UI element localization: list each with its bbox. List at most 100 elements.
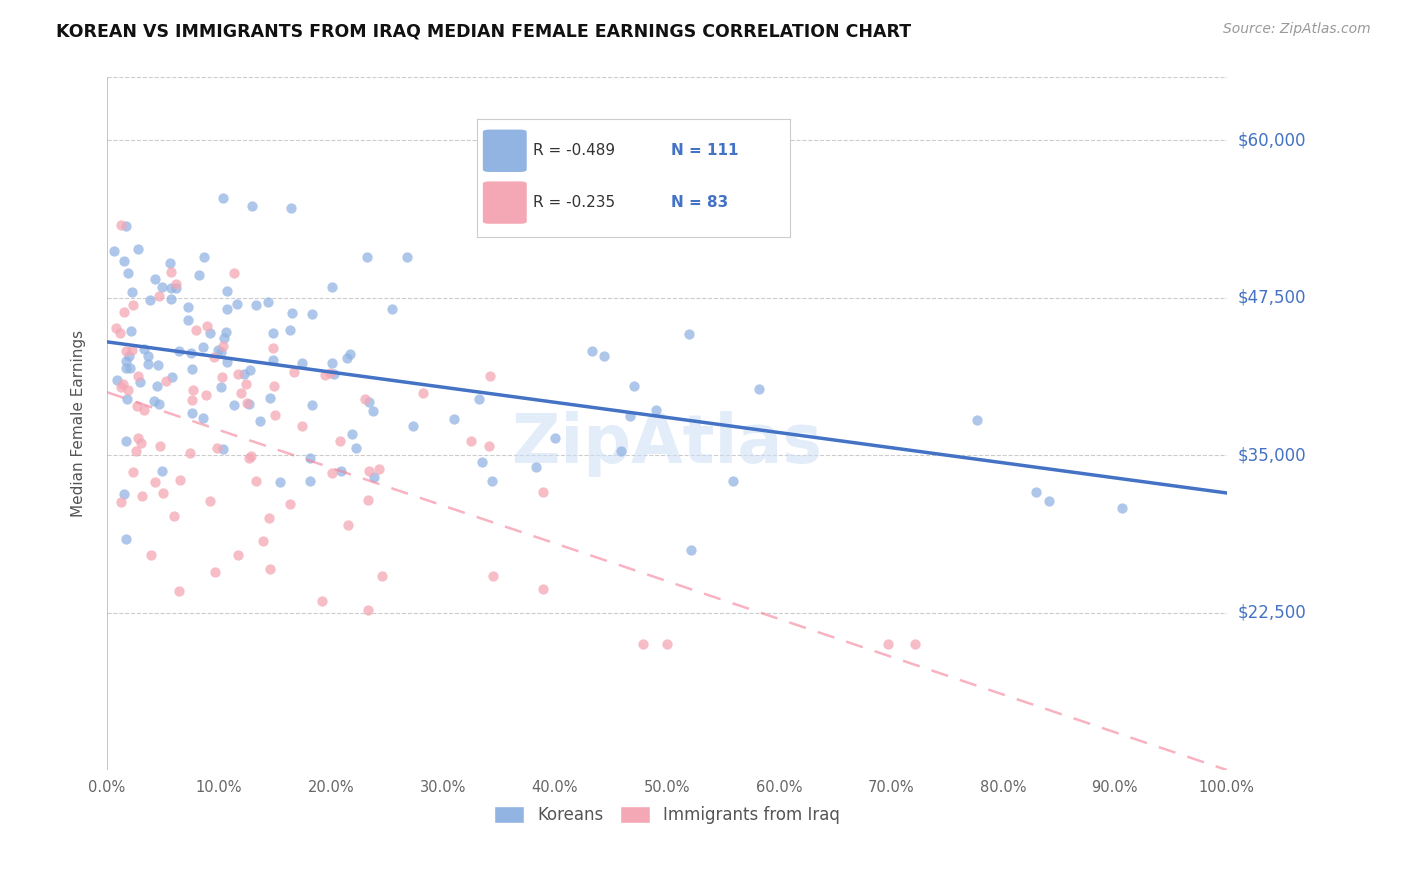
Point — [105, 321, 128, 335]
Point — [723, 474, 745, 488]
Point — [337, 517, 360, 532]
Point — [214, 331, 236, 345]
Point — [111, 376, 134, 391]
Point — [471, 455, 494, 469]
Point — [114, 344, 136, 359]
Point — [217, 285, 239, 299]
Text: $60,000: $60,000 — [1237, 131, 1306, 149]
Point — [370, 569, 392, 583]
Point — [180, 346, 202, 360]
Point — [169, 473, 191, 487]
Point — [212, 339, 235, 353]
Point — [129, 375, 152, 389]
Point — [226, 367, 249, 381]
Point — [191, 340, 214, 354]
Point — [143, 475, 166, 489]
Point — [215, 325, 238, 339]
Point — [136, 358, 159, 372]
Point — [112, 486, 135, 500]
Point — [127, 369, 149, 384]
Point — [1025, 484, 1047, 499]
Point — [115, 392, 138, 406]
Point — [242, 199, 264, 213]
Point — [209, 345, 232, 359]
Point — [145, 379, 167, 393]
Point — [298, 475, 321, 489]
Point — [531, 582, 554, 596]
Point — [118, 349, 141, 363]
Point — [114, 254, 136, 268]
Y-axis label: Median Female Earnings: Median Female Earnings — [72, 330, 86, 517]
Point — [531, 485, 554, 500]
Point — [209, 380, 232, 394]
Point — [748, 382, 770, 396]
Point — [229, 385, 252, 400]
Point — [339, 347, 361, 361]
Point — [181, 384, 204, 398]
Point — [319, 366, 342, 380]
Point — [211, 369, 233, 384]
Point — [593, 349, 616, 363]
Point — [148, 358, 170, 372]
Point — [121, 343, 143, 358]
Point — [138, 293, 160, 307]
Point — [115, 353, 138, 368]
Point — [131, 489, 153, 503]
Point — [125, 444, 148, 458]
Point — [180, 361, 202, 376]
Point — [301, 307, 323, 321]
Point — [257, 511, 280, 525]
Point — [321, 279, 343, 293]
Point — [195, 319, 218, 334]
Point — [212, 442, 235, 457]
Point — [152, 464, 174, 478]
Point — [110, 495, 132, 509]
Point — [186, 323, 208, 337]
Point — [198, 326, 221, 341]
Point — [249, 414, 271, 428]
Text: ZipAtlas: ZipAtlas — [512, 411, 823, 477]
Point — [226, 548, 249, 562]
Point — [179, 446, 201, 460]
Point — [239, 362, 262, 376]
Point — [163, 508, 186, 523]
Point — [167, 584, 190, 599]
Point — [396, 250, 419, 264]
Point — [177, 300, 200, 314]
Point — [291, 356, 314, 370]
Point — [193, 250, 215, 264]
Point — [187, 268, 209, 282]
Point — [262, 353, 284, 368]
Point — [105, 373, 128, 387]
Point — [619, 409, 641, 424]
Point — [207, 441, 229, 455]
Point — [380, 302, 402, 317]
Point — [245, 298, 267, 312]
Point — [222, 398, 245, 412]
Point — [148, 288, 170, 302]
Point — [259, 391, 281, 405]
Point — [191, 410, 214, 425]
Point — [655, 637, 678, 651]
Point — [966, 413, 988, 427]
Point — [155, 375, 177, 389]
Point — [323, 367, 346, 381]
Point — [581, 344, 603, 359]
Point — [110, 218, 132, 232]
Point — [245, 475, 267, 489]
Point — [217, 301, 239, 316]
Point — [238, 450, 260, 465]
Point — [280, 497, 302, 511]
Point — [291, 418, 314, 433]
Point — [321, 467, 343, 481]
Point — [357, 493, 380, 508]
Point — [262, 326, 284, 341]
Point — [336, 351, 359, 366]
Point — [115, 361, 138, 376]
Point — [402, 418, 425, 433]
Point — [314, 368, 336, 382]
Point — [269, 475, 291, 490]
Point — [160, 369, 183, 384]
Point — [115, 219, 138, 233]
Point — [311, 594, 333, 608]
